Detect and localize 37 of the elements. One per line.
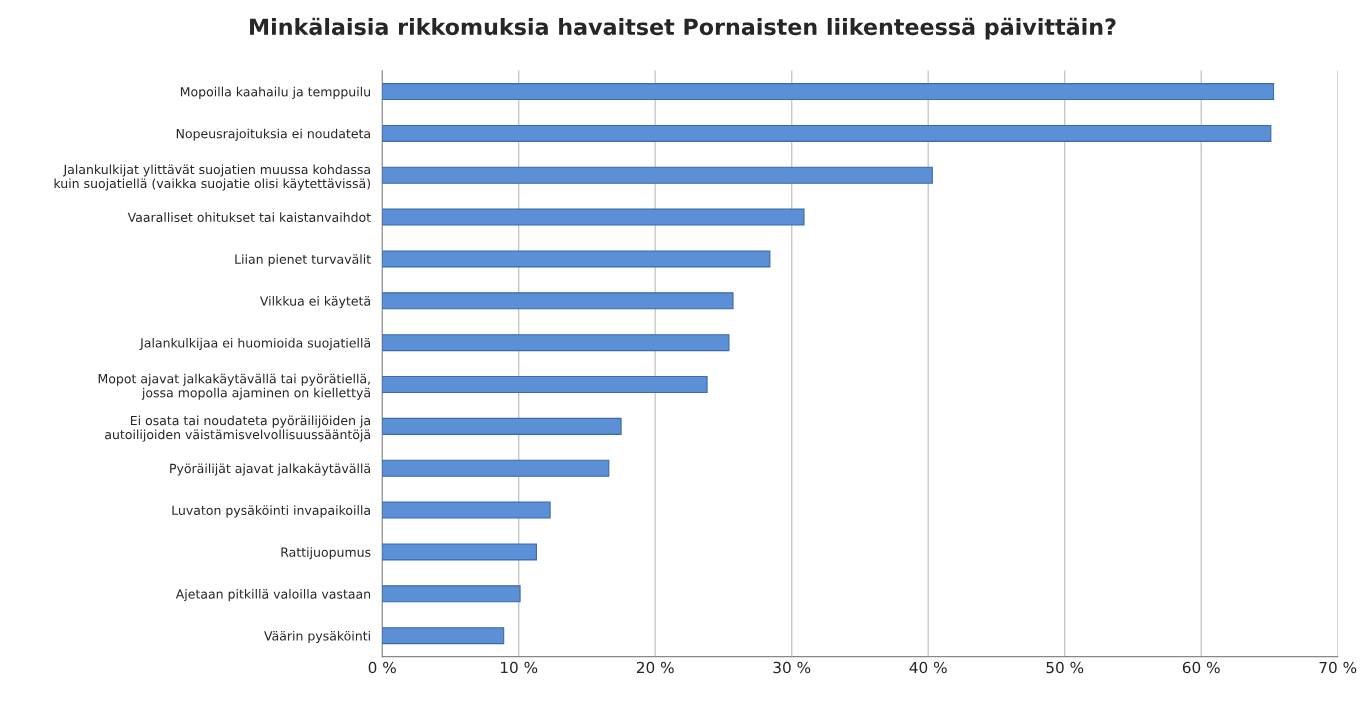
x-tick-label: 10 % — [500, 661, 538, 674]
y-tick-label: Mopot ajavat jalkakäytävällä tai pyörätiellä, jossa mopolla ajaminen on kiellettyä — [98, 373, 370, 400]
bar — [382, 543, 538, 561]
x-tick-label: 0 % — [368, 661, 396, 674]
bar — [382, 166, 933, 184]
x-tick-label: 70 % — [1319, 661, 1357, 674]
x-tick-label: 20 % — [636, 661, 674, 674]
y-tick-label: Vilkkua ei käytetä — [259, 296, 370, 309]
x-tick-label: 50 % — [1046, 661, 1084, 674]
bar — [382, 83, 1275, 101]
y-tick-label: Pyöräilijät ajavat jalkakäytävällä — [170, 463, 370, 476]
bar — [382, 585, 521, 603]
chart-title: Minkälaisia rikkomuksia havaitset Pornaisten liikenteessä päivittäin? — [250, 17, 1116, 40]
bar — [382, 627, 505, 645]
y-tick-label: Vaaralliset ohitukset tai kaistanvaihdot — [127, 212, 371, 223]
bar — [382, 376, 708, 394]
bar — [382, 292, 734, 310]
y-tick-label: Nopeusrajoituksia ei noudateta — [176, 128, 370, 141]
x-tick-label: 30 % — [773, 661, 811, 674]
bar — [382, 459, 610, 477]
y-tick-label: Luvaton pysäköinti invapaikoilla — [172, 505, 370, 518]
x-tick-label: 40 % — [909, 661, 947, 674]
bar — [382, 250, 771, 268]
y-tick-label: Ajetaan pitkillä valoilla vastaan — [175, 589, 371, 602]
y-tick-label: Rattijuopumus — [281, 547, 371, 560]
y-tick-label: Liian pienet turvavälit — [235, 254, 371, 267]
y-tick-label: Väärin pysäköinti — [264, 630, 370, 643]
y-tick-label: Mopoilla kaahailu ja temppuilu — [180, 86, 370, 99]
bar — [382, 417, 622, 435]
y-tick-label: Jalankulkijaa ei huomioida suojatiellä — [139, 337, 370, 351]
bar — [382, 124, 1272, 142]
bar — [382, 501, 551, 519]
x-tick-label: 60 % — [1182, 661, 1220, 674]
bar — [382, 208, 805, 226]
bar — [382, 334, 730, 352]
y-tick-label: Jalankulkijat ylittävät suojatien muussa kohdassa kuin suojatiellä (vaikka suojatie olisi käytettävissä) — [54, 164, 371, 191]
y-tick-label: Ei osata tai noudateta pyöräilijöiden ja autoilijoiden väistämisvelvollisuussääntöjä — [105, 415, 370, 442]
